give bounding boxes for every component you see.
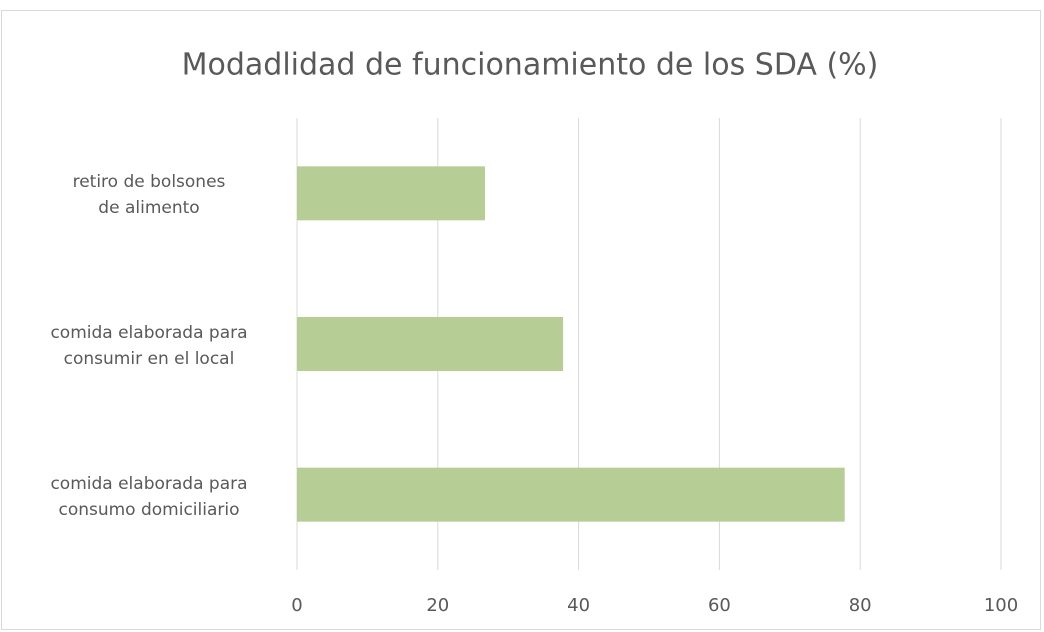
y-tick-label: comida elaborada para consumir en el loc… bbox=[50, 323, 248, 369]
chart-frame bbox=[1, 10, 1041, 630]
bar bbox=[297, 166, 485, 221]
x-tick-label: 40 bbox=[567, 595, 590, 616]
bar bbox=[297, 317, 564, 371]
y-tick-label: comida elaborada para consumo domiciliar… bbox=[50, 473, 248, 520]
x-tick-label: 60 bbox=[708, 595, 731, 616]
x-tick-label: 100 bbox=[984, 595, 1018, 616]
x-tick-label: 0 bbox=[291, 595, 302, 616]
chart-title: Modadlidad de funcionamiento de los SDA … bbox=[182, 48, 879, 83]
bar bbox=[297, 467, 845, 522]
x-tick-label: 20 bbox=[426, 595, 449, 616]
y-tick-label: retiro de bolsones de alimento bbox=[72, 172, 226, 219]
x-tick-label: 80 bbox=[849, 595, 872, 616]
